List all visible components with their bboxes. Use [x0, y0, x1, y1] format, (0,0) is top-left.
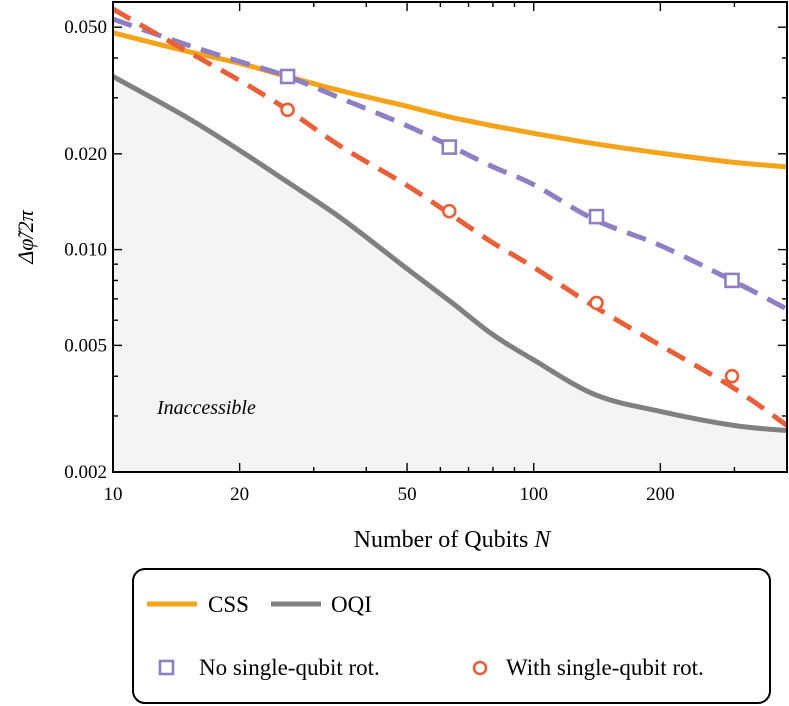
legend-marker-circle [472, 660, 488, 676]
marker-square [588, 208, 605, 225]
legend-label-with-rot: With single-qubit rot. [506, 655, 704, 680]
x-tick-label: 100 [519, 484, 548, 505]
legend-label-css: CSS [208, 592, 249, 617]
y-tick-label: 0.020 [64, 144, 107, 165]
y-axis-title: Δφ̃/2π [13, 209, 38, 264]
marker-circle [724, 368, 740, 384]
x-tick-label: 10 [104, 484, 123, 505]
y-tick-label: 0.002 [64, 462, 107, 483]
inaccessible-annotation: Inaccessible [156, 397, 256, 419]
tick-layer: 10 20 50 100 200 0.002 0.005 0.010 0.020 0.050 [64, 1, 788, 505]
legend-marker-square [158, 659, 175, 676]
marker-square [279, 68, 296, 85]
legend-box [132, 568, 771, 704]
x-tick-label: 20 [230, 484, 249, 505]
marker-square [441, 139, 458, 155]
x-axis-title-var: N [533, 527, 552, 553]
inaccessible-region [113, 76, 787, 472]
x-tick-label: 200 [646, 484, 675, 505]
series-line-no-single-qubit-rot [113, 16, 787, 312]
y-tick-label: 0.050 [64, 17, 107, 38]
legend-label-no-rot: No single-qubit rot. [199, 655, 380, 680]
marker-layer [279, 68, 740, 384]
plot-area: 10 20 50 100 200 0.002 0.005 0.010 0.020 0.050 In… [64, 1, 788, 505]
x-axis-title-text: Number of Qubits [354, 527, 529, 553]
legend-label-oqi: OQI [331, 592, 372, 617]
series-layer [113, 6, 787, 433]
y-tick-label: 0.010 [64, 240, 107, 261]
marker-circle [280, 102, 295, 118]
marker-circle [589, 295, 604, 311]
y-tick-label: 0.005 [64, 335, 107, 356]
x-tick-label: 50 [398, 484, 417, 505]
plot-frame [112, 1, 788, 473]
marker-square [724, 272, 740, 289]
series-line-oqi [113, 74, 787, 433]
x-axis-title: Number of Qubits N [354, 527, 553, 553]
marker-circle [441, 203, 457, 219]
legend: CSS OQI No single-qubit rot. With single… [132, 568, 771, 704]
